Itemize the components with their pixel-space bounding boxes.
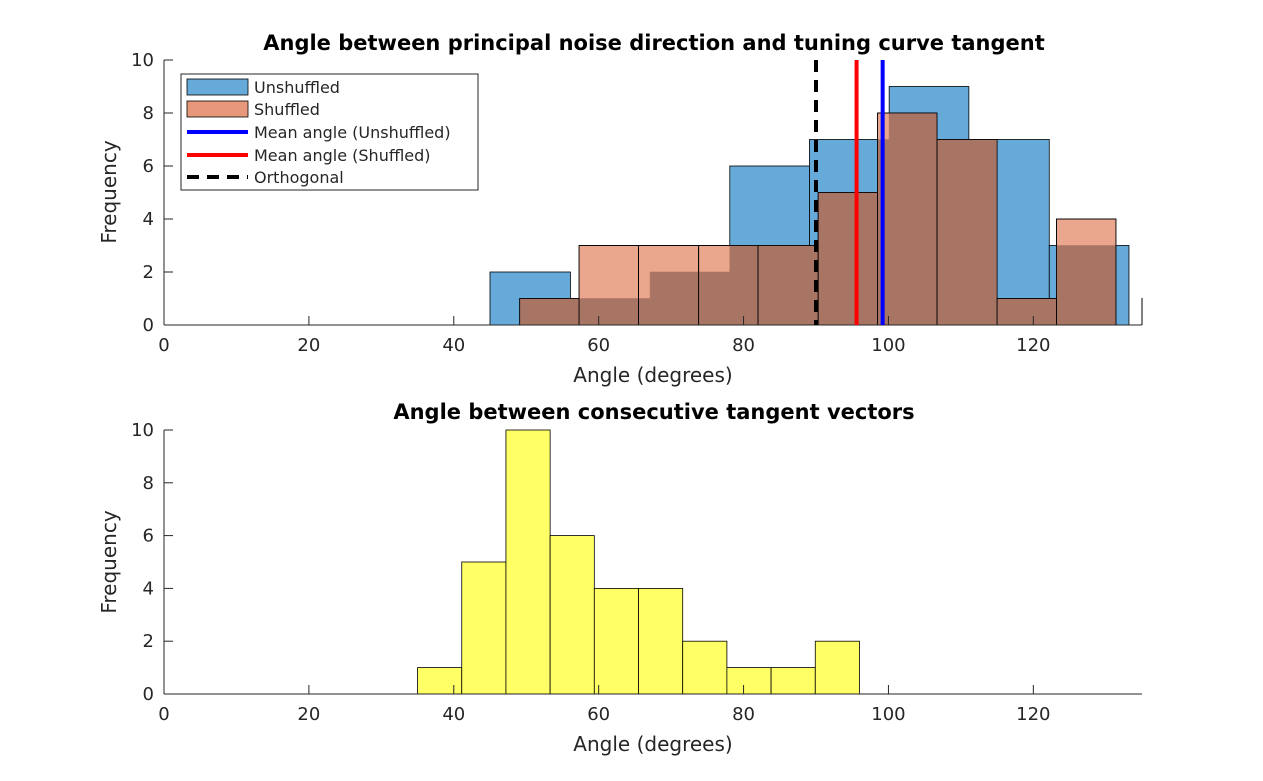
x-tick-label: 80: [732, 704, 755, 725]
histogram-bar: [461, 561, 507, 695]
y-tick-label: 10: [131, 50, 154, 71]
histogram-overlap: [698, 272, 730, 325]
legend-label-mean-unshuffled: Mean angle (Unshuffled): [254, 123, 451, 142]
y-tick-label: 4: [143, 578, 154, 599]
x-tick-label: 80: [732, 335, 755, 356]
legend-swatch-unshuffled: [186, 78, 249, 96]
histogram-overlap: [758, 245, 810, 325]
legend-label-mean-shuffled: Mean angle (Shuffled): [254, 146, 431, 165]
histogram-overlap: [1049, 298, 1057, 325]
y-tick-label: 8: [143, 473, 154, 494]
histogram-overlap: [818, 192, 878, 325]
chart-title: Angle between principal noise direction …: [263, 31, 1045, 55]
x-tick-label: 40: [442, 704, 465, 725]
legend-label-unshuffled: Unshuffled: [254, 78, 340, 97]
histogram-bar: [770, 667, 816, 695]
x-tick-label: 60: [587, 335, 610, 356]
y-tick-label: 0: [143, 684, 154, 705]
histogram-bar: [726, 667, 772, 695]
x-tick-label: 60: [587, 704, 610, 725]
chart-noise-direction-angle: Angle between principal noise direction …: [97, 31, 1143, 387]
y-tick-label: 6: [143, 156, 154, 177]
x-tick-label: 40: [442, 335, 465, 356]
histogram-bar: [638, 588, 684, 695]
histogram-overlap: [570, 298, 580, 325]
histogram-overlap: [1056, 245, 1116, 325]
chart-consecutive-tangent-angle: Angle between consecutive tangent vector…: [97, 400, 1142, 756]
axes: 0 20 40 60 80 100 120 0 2 4 6 8 10: [131, 50, 1142, 356]
y-tick-label: 2: [143, 262, 154, 283]
chart-title: Angle between consecutive tangent vector…: [393, 400, 914, 424]
legend: Unshuffled Shuffled Mean angle (Unshuffl…: [180, 73, 479, 191]
histogram-overlap: [638, 298, 651, 325]
x-axis-label: Angle (degrees): [573, 732, 732, 756]
histogram-overlap: [650, 272, 699, 325]
x-tick-label: 0: [158, 335, 169, 356]
x-tick-label: 120: [1016, 704, 1050, 725]
histogram-bar: [549, 535, 595, 695]
x-tick-label: 20: [297, 704, 320, 725]
histogram-overlap: [997, 298, 1050, 325]
histogram-bar: [417, 667, 463, 695]
histogram-overlap: [519, 298, 571, 325]
reference-lines: [814, 60, 1143, 325]
histogram-overlap: [936, 139, 969, 325]
axes: 0 20 40 60 80 100 120 0 2 4 6 8 10: [131, 420, 1142, 725]
y-axis-label: Frequency: [97, 140, 121, 243]
x-tick-label: 100: [871, 704, 905, 725]
histogram-bar: [814, 640, 860, 695]
y-tick-label: 2: [143, 631, 154, 652]
y-axis-label: Frequency: [97, 510, 121, 613]
legend-swatch-shuffled: [186, 100, 249, 118]
histogram-bar: [505, 429, 551, 695]
histogram-overlap: [889, 113, 937, 325]
x-axis-label: Angle (degrees): [573, 363, 732, 387]
x-tick-label: 100: [871, 335, 905, 356]
histogram-bars: [417, 429, 860, 695]
y-tick-label: 6: [143, 526, 154, 547]
histogram-overlap: [729, 245, 759, 325]
histogram-bar: [682, 640, 728, 695]
y-tick-label: 4: [143, 209, 154, 230]
histogram-overlap: [809, 245, 819, 325]
x-tick-label: 0: [158, 704, 169, 725]
histogram-overlap: [579, 298, 639, 325]
legend-label-orthogonal: Orthogonal: [254, 168, 344, 187]
legend-label-shuffled: Shuffled: [254, 100, 320, 119]
y-tick-label: 8: [143, 103, 154, 124]
y-tick-label: 10: [131, 420, 154, 441]
y-tick-label: 0: [143, 315, 154, 336]
histogram-bar: [593, 588, 639, 695]
x-tick-label: 20: [297, 335, 320, 356]
histogram-bars: [489, 86, 1130, 326]
histogram-overlap: [968, 139, 998, 325]
x-tick-label: 120: [1016, 335, 1050, 356]
